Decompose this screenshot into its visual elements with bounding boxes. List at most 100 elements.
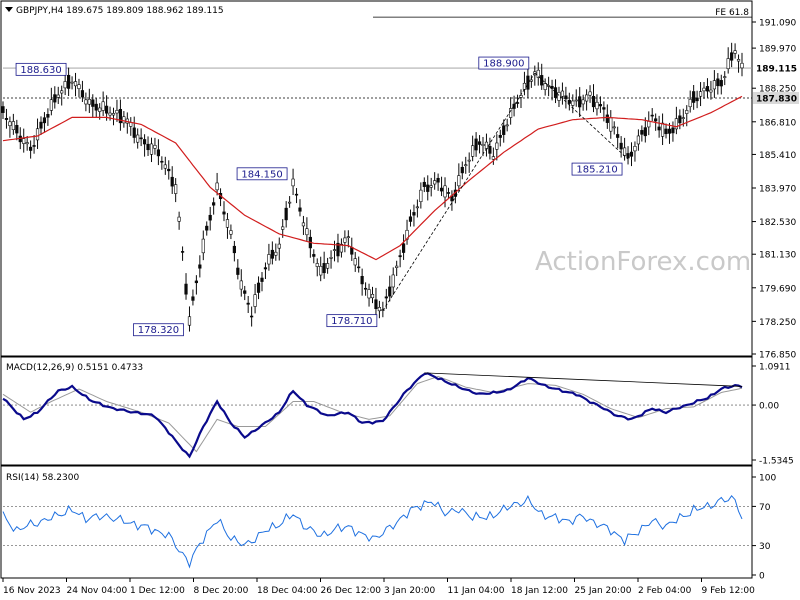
price-bar-body bbox=[336, 242, 340, 257]
price-bar-body bbox=[736, 59, 741, 62]
price-bar-body bbox=[291, 178, 295, 187]
price-label-text: 178.320 bbox=[138, 325, 179, 336]
price-bar-body bbox=[488, 146, 492, 154]
price-bar-body bbox=[360, 275, 364, 285]
rsi-panel bbox=[0, 465, 753, 579]
price-bar-body bbox=[305, 228, 309, 236]
price-bar-body bbox=[343, 237, 347, 243]
time-axis-label: 9 Feb 12:00 bbox=[702, 586, 756, 596]
price-bar-body bbox=[215, 182, 219, 191]
price-bar-body bbox=[408, 216, 413, 222]
price-chart-title: GBPJPY,H4 189.675 189.809 188.962 189.11… bbox=[16, 6, 224, 16]
price-bar-body bbox=[695, 97, 699, 102]
price-bar-body bbox=[180, 251, 185, 253]
price-bar-body bbox=[654, 118, 658, 122]
price-bar-body bbox=[709, 89, 713, 93]
price-bar-body bbox=[457, 175, 461, 187]
price-bar-body bbox=[712, 80, 716, 90]
price-bar-body bbox=[433, 180, 437, 185]
price-bar-body bbox=[250, 315, 254, 318]
price-bar-body bbox=[733, 50, 737, 54]
price-bar-body bbox=[522, 82, 527, 90]
price-axis-label: 181.130 bbox=[759, 251, 796, 261]
price-bar-body bbox=[574, 99, 578, 102]
price-bar-body bbox=[560, 90, 565, 97]
price-bar-body bbox=[616, 134, 620, 138]
price-bar-body bbox=[198, 264, 202, 269]
price-bar-body bbox=[412, 212, 416, 216]
price-bar-body bbox=[104, 105, 109, 114]
price-bar-body bbox=[267, 254, 271, 265]
ema-axis-label-text: 187.830 bbox=[756, 95, 797, 105]
watermark: ActionForex.com bbox=[535, 247, 751, 277]
price-bar-body bbox=[239, 280, 243, 290]
rsi-axis-label: 30 bbox=[759, 542, 771, 552]
price-bar-body bbox=[142, 139, 147, 145]
price-bar-body bbox=[222, 211, 226, 215]
price-bar-body bbox=[571, 100, 575, 106]
price-bar-body bbox=[274, 251, 278, 256]
macd-axis-label: 1.0911 bbox=[759, 363, 791, 373]
price-bar-body bbox=[357, 266, 361, 269]
price-bar-body bbox=[153, 145, 157, 149]
price-bar-body bbox=[70, 81, 74, 84]
price-bar-body bbox=[160, 160, 164, 163]
price-bar-body bbox=[643, 127, 647, 137]
price-axis-label: 176.850 bbox=[759, 351, 796, 361]
price-bar-body bbox=[388, 286, 392, 297]
price-bar-body bbox=[636, 135, 641, 145]
price-axis-label: 182.530 bbox=[759, 218, 796, 228]
price-label-text: 188.630 bbox=[20, 65, 61, 76]
price-bar-body bbox=[111, 113, 116, 116]
price-bar-body bbox=[647, 121, 651, 128]
rsi-axis-label: 0 bbox=[759, 572, 765, 582]
price-bar-body bbox=[515, 102, 520, 104]
price-bar-body bbox=[557, 92, 561, 101]
rsi-title: RSI(14) 58.2300 bbox=[6, 473, 79, 483]
price-bar-body bbox=[87, 98, 91, 105]
price-bar-body bbox=[505, 124, 509, 127]
time-axis-label: 1 Dec 12:00 bbox=[130, 586, 185, 596]
price-bar-body bbox=[619, 142, 623, 150]
ema-axis-label-box bbox=[753, 92, 799, 105]
price-bar-body bbox=[260, 277, 264, 282]
price-bar-body bbox=[415, 206, 419, 209]
price-bar-body bbox=[63, 81, 67, 89]
price-bar-body bbox=[591, 95, 596, 108]
fibonacci-trendline bbox=[382, 72, 536, 311]
price-bar-body bbox=[194, 280, 198, 284]
price-bar-body bbox=[139, 137, 143, 140]
price-bar-body bbox=[8, 121, 12, 127]
price-bar-body bbox=[536, 69, 540, 78]
price-bar-body bbox=[49, 99, 53, 111]
price-bar-body bbox=[94, 103, 98, 111]
price-axis-label: 185.410 bbox=[759, 151, 796, 161]
price-bar-body bbox=[629, 151, 634, 157]
macd-signal-line bbox=[2, 375, 743, 453]
price-bar-body bbox=[481, 144, 485, 146]
price-bar-body bbox=[705, 86, 710, 92]
price-bar-body bbox=[401, 243, 406, 253]
price-bar-body bbox=[529, 79, 533, 82]
price-bar-body bbox=[46, 114, 50, 118]
time-axis-label: 18 Dec 04:00 bbox=[257, 586, 318, 596]
price-bar-body bbox=[184, 283, 188, 295]
price-bar-body bbox=[740, 62, 744, 69]
price-bar-body bbox=[229, 230, 233, 235]
price-bar-body bbox=[73, 81, 78, 87]
symbol-dropdown-icon[interactable] bbox=[5, 7, 13, 12]
price-bar-body bbox=[201, 238, 205, 254]
price-label-text: 188.900 bbox=[483, 59, 524, 70]
price-axis-label: 183.970 bbox=[759, 185, 796, 195]
price-bar-body bbox=[167, 168, 171, 172]
price-bar-body bbox=[650, 114, 654, 117]
price-bar-body bbox=[685, 110, 689, 114]
rsi-line bbox=[2, 494, 743, 569]
macd-axis-label: -1.5345 bbox=[759, 457, 794, 467]
price-bar-body bbox=[605, 114, 609, 123]
price-bar-body bbox=[208, 214, 212, 221]
price-bar-body bbox=[319, 265, 323, 276]
price-bar-body bbox=[25, 142, 29, 145]
macd-title: MACD(12,26,9) 0.5151 0.4733 bbox=[6, 363, 143, 373]
